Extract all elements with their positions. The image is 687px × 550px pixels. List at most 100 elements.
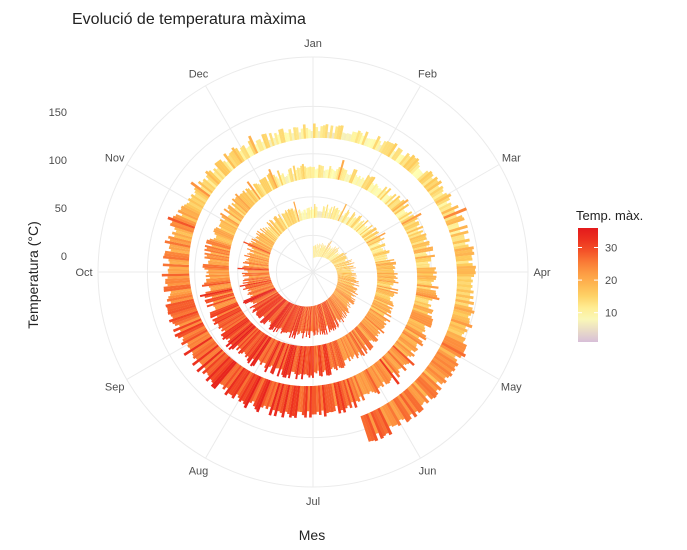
day-bar <box>327 383 334 413</box>
day-bar <box>340 169 346 181</box>
day-bar <box>367 138 374 148</box>
day-bar <box>358 177 365 187</box>
day-bar <box>369 243 379 249</box>
day-bar <box>357 324 372 342</box>
day-bar <box>433 192 448 203</box>
day-bar <box>327 249 339 260</box>
day-bar <box>413 246 434 253</box>
day-bar <box>399 215 410 223</box>
day-bar <box>353 220 363 230</box>
day-bar <box>271 341 283 367</box>
day-bar <box>414 251 427 256</box>
day-bar <box>414 298 429 305</box>
day-bar <box>318 244 324 257</box>
day-bar <box>374 140 382 151</box>
day-bar <box>335 287 356 301</box>
day-bar <box>327 208 331 219</box>
day-bar <box>443 207 467 220</box>
day-bar <box>361 228 372 238</box>
day-bar <box>291 208 298 223</box>
day-bar <box>299 346 305 375</box>
day-bar <box>213 237 232 246</box>
day-bar <box>423 176 439 189</box>
day-bar <box>259 338 275 362</box>
day-bar <box>268 382 279 408</box>
day-bar <box>258 239 273 249</box>
day-bar <box>230 150 242 165</box>
day-bar <box>368 241 381 248</box>
day-bar <box>325 246 336 259</box>
day-bar <box>328 253 339 261</box>
day-bar <box>317 131 321 138</box>
day-bar <box>320 303 327 327</box>
day-bar <box>316 345 319 371</box>
day-bar <box>210 360 236 388</box>
day-bar <box>216 235 233 243</box>
day-bar <box>414 379 434 400</box>
day-bar <box>215 300 238 311</box>
day-bar <box>249 255 270 261</box>
day-bar <box>182 327 207 342</box>
day-bar <box>336 286 352 297</box>
day-bar <box>239 193 253 208</box>
day-bar <box>333 291 348 304</box>
month-label-aug: Aug <box>189 465 209 477</box>
day-bar <box>322 245 331 258</box>
day-bar <box>379 406 392 427</box>
day-bar <box>205 174 219 187</box>
day-bar <box>337 272 352 274</box>
day-bar <box>334 262 355 268</box>
day-bar <box>239 146 249 160</box>
day-bar <box>247 244 271 255</box>
day-bar <box>342 379 353 409</box>
day-bar <box>354 130 361 144</box>
day-bar <box>301 211 304 221</box>
day-bar <box>282 304 297 333</box>
day-bar <box>223 153 236 169</box>
day-bar <box>316 244 321 257</box>
day-bar <box>317 211 320 218</box>
day-bar <box>209 238 232 247</box>
day-bar <box>438 346 456 359</box>
day-bar <box>260 178 270 194</box>
day-bar <box>316 249 319 258</box>
day-bar <box>291 132 295 141</box>
legend-colorbar <box>578 228 598 342</box>
day-bar <box>259 338 276 366</box>
day-bar <box>170 296 194 304</box>
day-bar <box>335 265 354 269</box>
day-bar <box>369 365 385 388</box>
day-bar <box>416 289 437 296</box>
day-bar <box>191 337 214 354</box>
day-bar <box>375 258 395 264</box>
day-bar <box>321 206 325 218</box>
day-bar <box>321 165 325 178</box>
day-bar <box>256 291 278 304</box>
day-bar <box>430 188 444 199</box>
day-bar <box>441 341 467 358</box>
day-bar <box>320 303 328 326</box>
day-bar <box>457 273 475 277</box>
day-bar <box>228 209 243 221</box>
day-bar <box>349 217 357 228</box>
day-bar <box>167 268 189 272</box>
day-bar <box>204 289 233 299</box>
day-bar <box>311 385 315 415</box>
day-bar <box>424 367 444 385</box>
day-bar <box>284 210 293 226</box>
legend-title: Temp. màx. <box>576 208 643 223</box>
day-bar <box>314 305 317 331</box>
day-bar <box>442 209 456 218</box>
day-bar <box>323 247 332 258</box>
day-bar <box>376 144 383 152</box>
grid-spoke <box>205 85 314 273</box>
day-bar <box>333 259 345 265</box>
day-bar <box>249 376 264 404</box>
day-bar <box>358 323 375 343</box>
day-bar <box>410 235 426 243</box>
day-bar <box>206 178 218 189</box>
day-bar <box>368 309 387 322</box>
day-bar <box>339 215 344 222</box>
day-bar <box>335 287 352 300</box>
day-bar <box>383 354 400 374</box>
